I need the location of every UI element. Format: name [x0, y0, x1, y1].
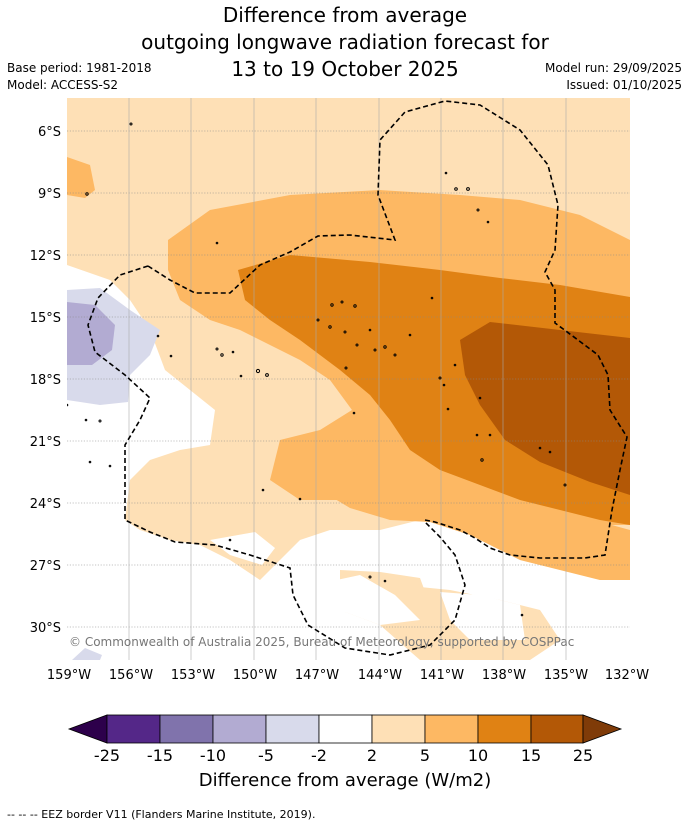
base-period: Base period: 1981-2018 [7, 61, 152, 75]
lat-tick-label: 21°S [30, 435, 61, 450]
anomaly-contour-5-to-10-east [320, 440, 630, 580]
title-line-2: outgoing longwave radiation forecast for [141, 30, 549, 54]
colorbar-swatch [212, 714, 267, 744]
lat-tick-label: 30°S [30, 621, 61, 636]
colorbar-label: 15 [521, 746, 541, 765]
colorbar-swatch [477, 714, 532, 744]
eez-border-cook-islands [87, 265, 466, 656]
map-plot-area [67, 98, 630, 660]
lat-tick-label: 9°S [38, 187, 61, 202]
colorbar-swatch [318, 714, 373, 744]
model-name: Model: ACCESS-S2 [7, 78, 119, 92]
lon-tick-label: 159°W [47, 668, 91, 683]
colorbar-extend-high [582, 714, 623, 744]
eez-border-french-polynesia [147, 100, 628, 559]
anomaly-contour-15-to-25 [460, 322, 630, 495]
attribution-text: © Commonwealth of Australia 2025, Bureau… [69, 635, 574, 649]
colorbar-label: -25 [94, 746, 120, 765]
lon-tick-label: 141°W [420, 668, 464, 683]
colorbar-label: -15 [147, 746, 173, 765]
colorbar-extend-low [67, 714, 108, 744]
colorbar-swatch [106, 714, 161, 744]
colorbar-label: 5 [420, 746, 430, 765]
lon-tick-label: 147°W [295, 668, 339, 683]
colorbar-label: -5 [258, 746, 274, 765]
colorbar-label: 2 [367, 746, 377, 765]
lat-tick-label: 6°S [38, 125, 61, 140]
colorbar-swatch [371, 714, 426, 744]
neutral-patch-south [290, 575, 420, 625]
lat-tick-label: 18°S [30, 373, 61, 388]
issued-date: Issued: 01/10/2025 [566, 78, 682, 92]
colorbar-swatch [530, 714, 584, 744]
lon-tick-label: 150°W [233, 668, 277, 683]
lat-tick-label: 24°S [30, 497, 61, 512]
lat-axis: 6°S 9°S 12°S 15°S 18°S 21°S 24°S 27°S 30… [30, 125, 61, 636]
colorbar [67, 714, 623, 744]
lon-tick-label: 132°W [605, 668, 649, 683]
colorbar-label: 25 [573, 746, 593, 765]
lon-tick-label: 135°W [544, 668, 588, 683]
meta-left: Base period: 1981-2018 Model: ACCESS-S2 [7, 60, 152, 94]
map-title: Difference from average outgoing longwav… [0, 2, 690, 83]
neutral-patch-southwest [210, 532, 275, 565]
lon-tick-label: 144°W [358, 668, 402, 683]
meta-right: Model run: 29/09/2025 Issued: 01/10/2025 [545, 60, 682, 94]
colorbar-swatch [424, 714, 479, 744]
colorbar-title: Difference from average (W/m2) [198, 770, 492, 791]
lon-tick-label: 153°W [171, 668, 215, 683]
title-line-1: Difference from average [222, 3, 468, 27]
lon-tick-label: 156°W [109, 668, 153, 683]
colorbar-label: -10 [200, 746, 226, 765]
island-outlines [67, 122, 567, 617]
colorbar-swatch [265, 714, 320, 744]
lat-tick-label: 12°S [30, 249, 61, 264]
model-run: Model run: 29/09/2025 [544, 61, 682, 75]
lat-tick-label: 15°S [30, 311, 61, 326]
anomaly-contour-neg2-to-neg5-south [72, 648, 102, 660]
colorbar-swatch [159, 714, 214, 744]
title-line-3: 13 to 19 October 2025 [231, 57, 459, 81]
anomaly-contour-10-to-15 [238, 255, 630, 525]
colorbar-label: -2 [311, 746, 327, 765]
lon-tick-label: 138°W [482, 668, 526, 683]
colorbar-labels: -25 -15 -10 -5 -2 2 5 10 15 25 [94, 746, 593, 765]
eez-border [87, 100, 628, 656]
lat-tick-label: 27°S [30, 559, 61, 574]
neutral-patch-east [440, 592, 525, 640]
colorbar-label: 10 [468, 746, 488, 765]
lon-axis: 159°W 156°W 153°W 150°W 147°W 144°W 141°… [47, 668, 649, 683]
anomaly-contour-5-to-10-west [67, 157, 95, 198]
eez-legend-note: -- -- -- EEZ border V11 (Flanders Marine… [7, 808, 316, 821]
